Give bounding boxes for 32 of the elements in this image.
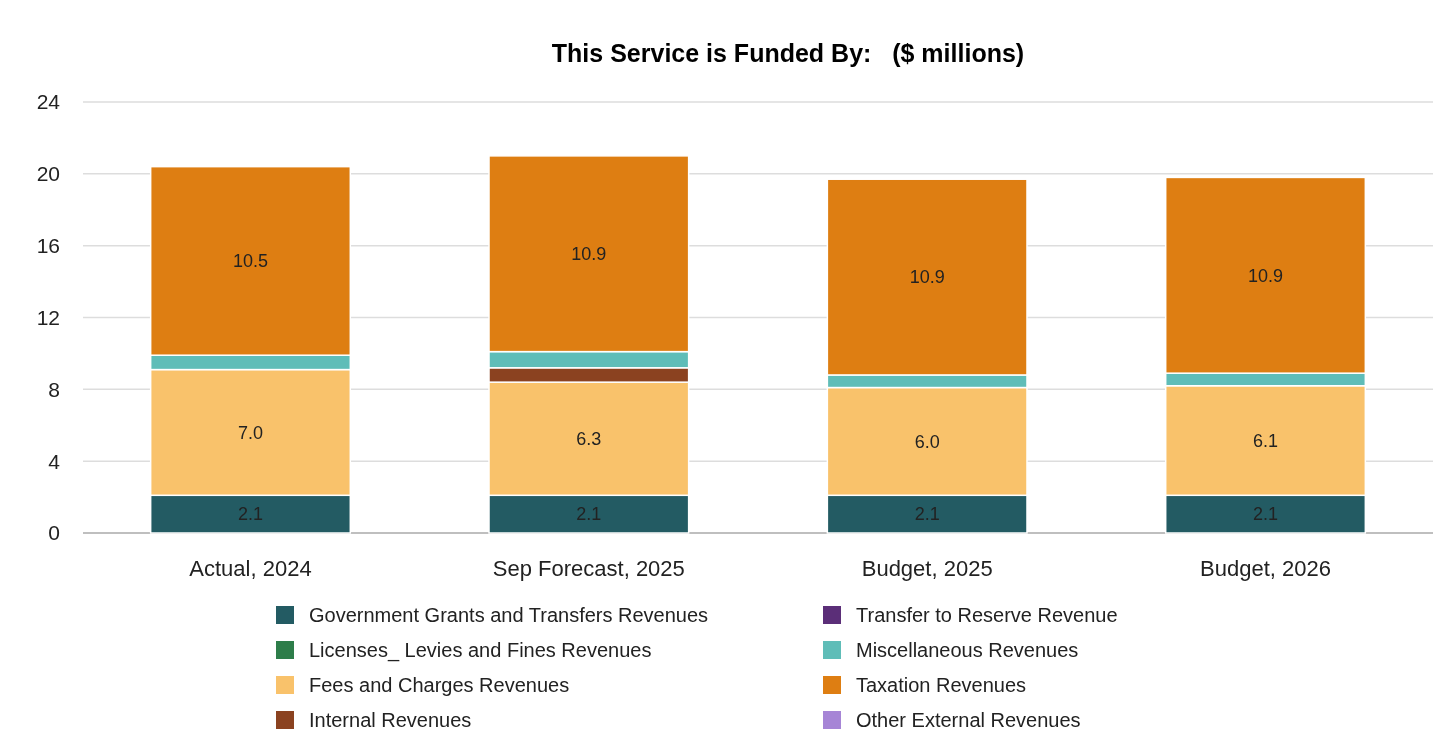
legend-label: Internal Revenues xyxy=(309,709,472,731)
legend-label: Miscellaneous Revenues xyxy=(856,639,1079,661)
data-label: 2.1 xyxy=(1253,504,1279,525)
data-label: 10.9 xyxy=(571,244,607,265)
y-tick-label: 0 xyxy=(48,521,60,545)
y-tick-label: 4 xyxy=(48,449,61,473)
x-tick-label: Budget, 2026 xyxy=(1200,555,1331,581)
legend-label: Licenses_ Levies and Fines Revenues xyxy=(309,639,652,662)
x-tick-label: Actual, 2024 xyxy=(189,555,312,581)
legend-label: Other External Revenues xyxy=(856,709,1081,731)
legend-label: Transfer to Reserve Revenue xyxy=(856,604,1118,626)
data-label: 6.1 xyxy=(1253,430,1279,451)
legend-label: Fees and Charges Revenues xyxy=(309,674,570,696)
data-label: 10.5 xyxy=(232,251,268,272)
chart-title: This Service is Funded By: ($ millions) xyxy=(551,39,1025,67)
data-label: 2.1 xyxy=(914,504,940,525)
y-tick-label: 20 xyxy=(36,162,60,186)
legend-label: Government Grants and Transfers Revenues xyxy=(309,604,709,626)
data-label: 6.3 xyxy=(576,429,602,450)
x-tick-label: Budget, 2025 xyxy=(861,555,993,581)
data-label: 2.1 xyxy=(237,504,263,525)
legend-label: Taxation Revenues xyxy=(856,674,1027,696)
data-label: 2.1 xyxy=(576,504,602,525)
x-tick-label: Sep Forecast, 2025 xyxy=(492,555,685,581)
y-tick-label: 24 xyxy=(36,90,61,114)
data-label: 10.9 xyxy=(1248,265,1284,286)
data-label: 7.0 xyxy=(237,422,263,443)
y-tick-label: 12 xyxy=(36,305,60,329)
y-tick-label: 8 xyxy=(48,377,60,401)
y-tick-label: 16 xyxy=(36,234,60,258)
data-label: 6.0 xyxy=(914,431,940,452)
data-label: 10.9 xyxy=(909,267,945,288)
